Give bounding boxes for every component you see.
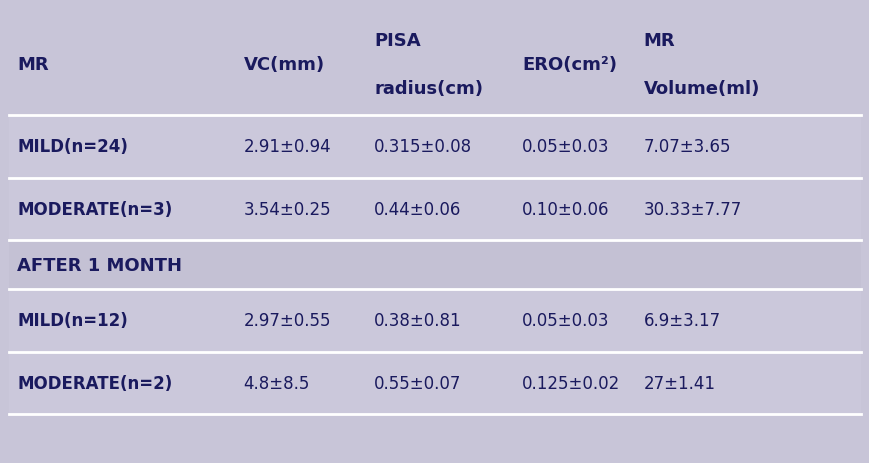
Text: ERO(cm²): ERO(cm²) <box>521 56 616 74</box>
Text: radius(cm): radius(cm) <box>374 80 482 98</box>
Text: 0.315±0.08: 0.315±0.08 <box>374 138 472 156</box>
Text: 0.05±0.03: 0.05±0.03 <box>521 138 609 156</box>
Bar <box>9 178 860 241</box>
Text: MODERATE(n=2): MODERATE(n=2) <box>17 374 172 392</box>
Text: MR: MR <box>17 56 49 74</box>
Text: MILD(n=12): MILD(n=12) <box>17 312 128 330</box>
Text: 0.05±0.03: 0.05±0.03 <box>521 312 609 330</box>
Text: 7.07±3.65: 7.07±3.65 <box>643 138 731 156</box>
Text: MR: MR <box>643 32 674 50</box>
Text: MODERATE(n=3): MODERATE(n=3) <box>17 200 172 219</box>
Bar <box>9 14 860 116</box>
Text: 27±1.41: 27±1.41 <box>643 374 715 392</box>
Text: 3.54±0.25: 3.54±0.25 <box>243 200 331 219</box>
Text: 30.33±7.77: 30.33±7.77 <box>643 200 741 219</box>
Bar <box>9 116 860 178</box>
Text: 0.10±0.06: 0.10±0.06 <box>521 200 609 219</box>
Text: AFTER 1 MONTH: AFTER 1 MONTH <box>17 256 182 274</box>
Text: 2.91±0.94: 2.91±0.94 <box>243 138 331 156</box>
Text: PISA: PISA <box>374 32 421 50</box>
Text: 4.8±8.5: 4.8±8.5 <box>243 374 309 392</box>
Bar <box>9 241 860 289</box>
Bar <box>9 352 860 414</box>
Text: MILD(n=24): MILD(n=24) <box>17 138 128 156</box>
Bar <box>9 289 860 352</box>
Text: Volume(ml): Volume(ml) <box>643 80 760 98</box>
Text: 2.97±0.55: 2.97±0.55 <box>243 312 331 330</box>
Text: 0.125±0.02: 0.125±0.02 <box>521 374 620 392</box>
Text: VC(mm): VC(mm) <box>243 56 324 74</box>
Text: 6.9±3.17: 6.9±3.17 <box>643 312 720 330</box>
Text: 0.44±0.06: 0.44±0.06 <box>374 200 461 219</box>
Text: 0.38±0.81: 0.38±0.81 <box>374 312 461 330</box>
Text: 0.55±0.07: 0.55±0.07 <box>374 374 461 392</box>
